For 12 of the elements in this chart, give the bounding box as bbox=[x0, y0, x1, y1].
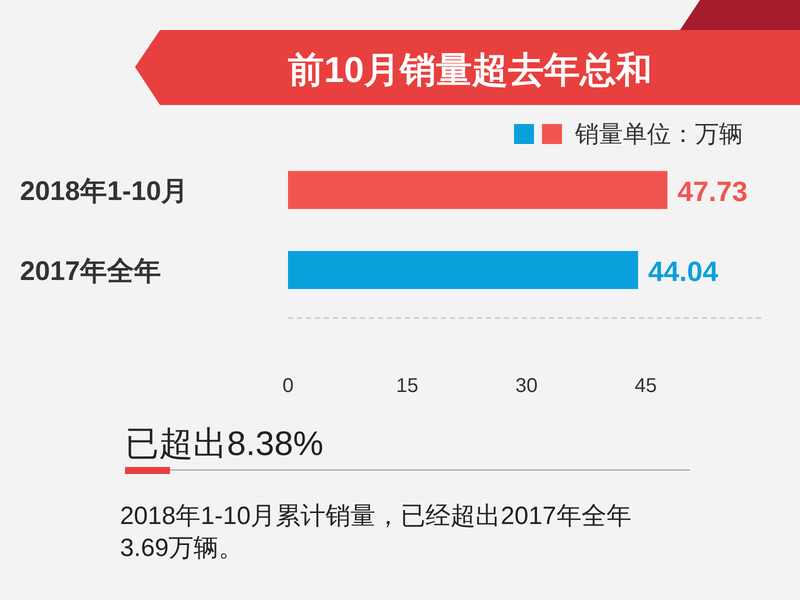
data-label: 47.73 bbox=[677, 176, 748, 207]
text: 销量单位：万辆 bbox=[574, 121, 743, 148]
x-tick-label: 0 bbox=[282, 375, 294, 397]
chart-title: 前10月销量超去年总和 bbox=[288, 49, 652, 90]
text: 已超出8.38% bbox=[125, 425, 324, 463]
y-tick-label: 2018年1-10月 bbox=[20, 176, 188, 206]
text: 2018年1-10月累计销量，已经超出2017年全年3.69万辆。 bbox=[120, 501, 632, 564]
data-label: 44.04 bbox=[648, 256, 719, 287]
x-tick-label: 15 bbox=[396, 375, 418, 397]
x-tick-label: 45 bbox=[634, 375, 657, 397]
y-tick-label: 2017年全年 bbox=[20, 256, 162, 286]
x-tick-label: 30 bbox=[515, 375, 538, 397]
